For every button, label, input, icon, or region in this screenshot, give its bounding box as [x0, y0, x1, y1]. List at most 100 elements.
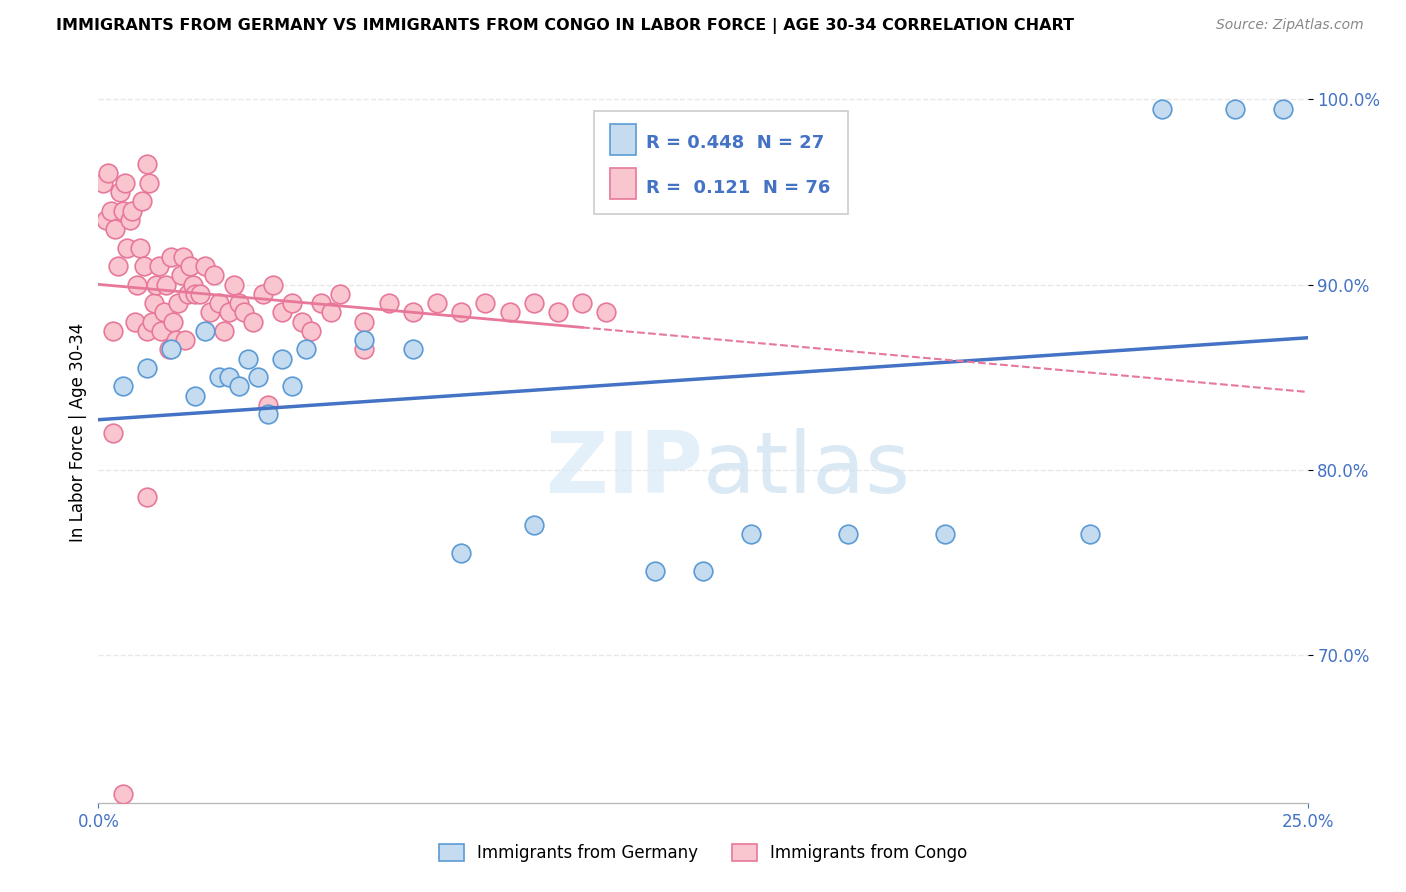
Point	[104, 222, 127, 236]
Y-axis label: In Labor Force | Age 30-34: In Labor Force | Age 30-34	[69, 323, 87, 542]
Point	[1223, 102, 1246, 116]
Point	[160, 343, 183, 357]
Point	[135, 491, 157, 505]
Point	[121, 203, 143, 218]
Point	[256, 407, 278, 421]
Point	[198, 305, 221, 319]
Point	[135, 157, 157, 171]
Point	[299, 324, 322, 338]
Point	[184, 388, 207, 402]
FancyBboxPatch shape	[595, 111, 848, 214]
Point	[157, 343, 180, 357]
Point	[111, 379, 134, 393]
Text: atlas: atlas	[703, 428, 911, 511]
Point	[238, 351, 260, 366]
Point	[837, 527, 859, 541]
Point	[571, 296, 593, 310]
Point	[222, 277, 245, 292]
Point	[281, 379, 304, 393]
Point	[181, 277, 204, 292]
Point	[450, 305, 472, 319]
Point	[426, 296, 449, 310]
Point	[256, 398, 278, 412]
Text: R = 0.448  N = 27: R = 0.448 N = 27	[647, 134, 824, 153]
Text: R =  0.121  N = 76: R = 0.121 N = 76	[647, 179, 831, 197]
Point	[319, 305, 342, 319]
Point	[353, 333, 375, 347]
Point	[402, 305, 425, 319]
Point	[167, 296, 190, 310]
Point	[160, 250, 183, 264]
Point	[91, 176, 114, 190]
Point	[194, 324, 217, 338]
Point	[101, 425, 124, 440]
Point	[242, 314, 264, 328]
Point	[118, 212, 141, 227]
Point	[281, 296, 304, 310]
Point	[152, 305, 174, 319]
Point	[208, 370, 231, 384]
Point	[228, 296, 250, 310]
Point	[204, 268, 226, 283]
Point	[450, 546, 472, 560]
Text: IMMIGRANTS FROM GERMANY VS IMMIGRANTS FROM CONGO IN LABOR FORCE | AGE 30-34 CORR: IMMIGRANTS FROM GERMANY VS IMMIGRANTS FR…	[56, 18, 1074, 34]
Point	[353, 314, 375, 328]
Point	[329, 286, 352, 301]
Bar	[610, 168, 637, 199]
Point	[232, 305, 254, 319]
Point	[228, 379, 250, 393]
Point	[179, 259, 201, 273]
Point	[295, 343, 318, 357]
Point	[128, 240, 150, 254]
Point	[124, 314, 146, 328]
Point	[111, 203, 134, 218]
Point	[934, 527, 956, 541]
Point	[309, 296, 332, 310]
Point	[271, 351, 294, 366]
Point	[148, 259, 170, 273]
Point	[262, 277, 284, 292]
Point	[218, 305, 240, 319]
Point	[644, 565, 666, 579]
Point	[523, 296, 546, 310]
Point	[169, 268, 191, 283]
Point	[107, 259, 129, 273]
Point	[212, 324, 235, 338]
Point	[114, 176, 136, 190]
Point	[94, 212, 117, 227]
Bar	[610, 124, 637, 154]
Point	[150, 324, 173, 338]
Point	[127, 277, 149, 292]
Text: Source: ZipAtlas.com: Source: ZipAtlas.com	[1216, 18, 1364, 32]
Point	[145, 277, 167, 292]
Point	[165, 333, 187, 347]
Point	[595, 305, 617, 319]
Point	[1152, 102, 1174, 116]
Point	[135, 324, 157, 338]
Point	[208, 296, 231, 310]
Point	[155, 277, 177, 292]
Point	[474, 296, 496, 310]
Point	[101, 324, 124, 338]
Point	[1078, 527, 1101, 541]
Point	[177, 286, 200, 301]
Point	[252, 286, 274, 301]
Point	[134, 259, 156, 273]
Point	[143, 296, 166, 310]
Point	[100, 203, 122, 218]
Point	[162, 314, 184, 328]
Legend: Immigrants from Germany, Immigrants from Congo: Immigrants from Germany, Immigrants from…	[432, 837, 974, 869]
Point	[184, 286, 207, 301]
Point	[247, 370, 270, 384]
Point	[523, 518, 546, 533]
Text: ZIP: ZIP	[546, 428, 703, 511]
Point	[194, 259, 217, 273]
Point	[117, 240, 139, 254]
Point	[141, 314, 163, 328]
Point	[108, 185, 131, 199]
Point	[498, 305, 520, 319]
Point	[692, 565, 714, 579]
Point	[188, 286, 211, 301]
Point	[131, 194, 153, 209]
Point	[138, 176, 160, 190]
